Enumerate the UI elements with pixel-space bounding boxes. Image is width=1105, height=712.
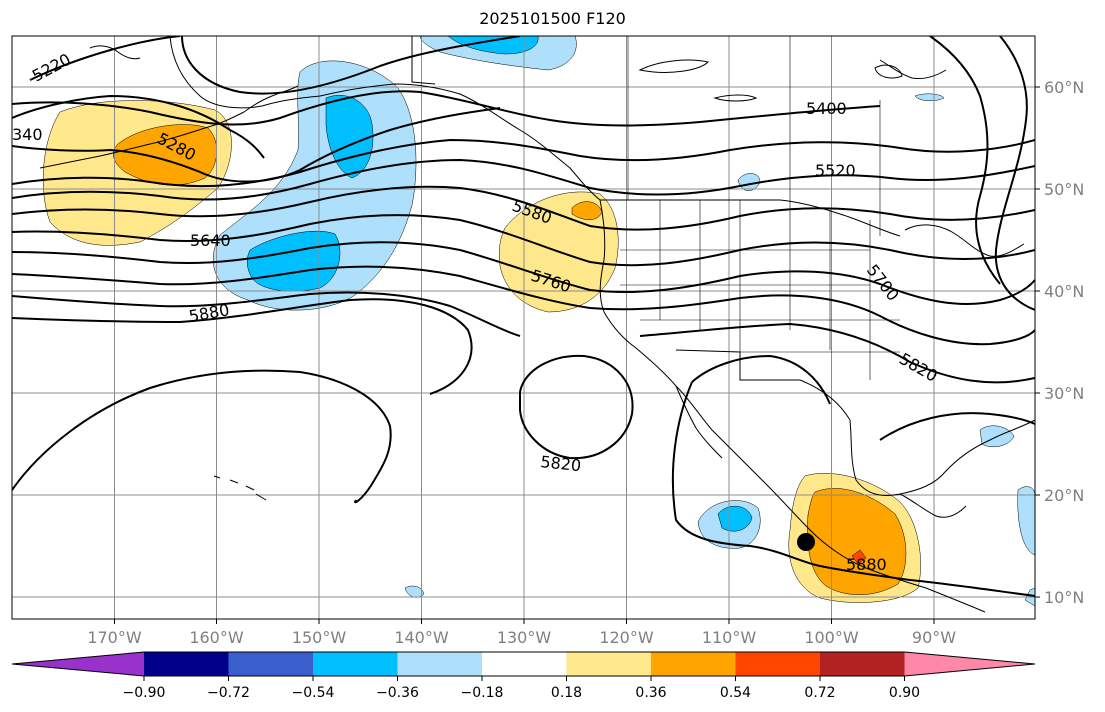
lat-label-60n: 60°N xyxy=(1044,78,1084,97)
colorbar xyxy=(11,651,1036,677)
contour-5820-north xyxy=(12,291,1035,384)
contour-label-5640: 5640 xyxy=(190,231,231,250)
anomaly-negative-caribbean-east xyxy=(1017,486,1035,556)
height-contours xyxy=(12,36,1035,597)
contour-5820-loop xyxy=(519,354,634,460)
colorbar-segment-1 xyxy=(144,652,229,676)
latitude-labels: 10°N 20°N 30°N 40°N 50°N 60°N xyxy=(1044,78,1084,607)
lon-label-120w: 120°W xyxy=(599,628,654,647)
colorbar-tick-1: −0.90 xyxy=(123,685,166,701)
contour-5880-mexico xyxy=(671,354,1035,597)
lon-label-170w: 170°W xyxy=(87,628,142,647)
contour-5760 xyxy=(12,265,1035,346)
mexico-west-coast xyxy=(711,429,986,613)
contour-5400 xyxy=(12,90,881,127)
colorbar-segment-4 xyxy=(397,652,482,676)
colorbar-tick-labels: −0.90 −0.72 −0.54 −0.36 −0.18 0.18 0.36 … xyxy=(123,685,921,701)
colorbar-segment-2 xyxy=(228,652,313,676)
us-mexico-border xyxy=(675,349,851,421)
contour-5280-east xyxy=(994,36,1035,311)
colorbar-tick-7: 0.36 xyxy=(635,685,666,701)
anomaly-negative-top-core xyxy=(447,36,539,55)
colorbar-segment-5 xyxy=(482,652,567,676)
colorbar-tick-6: 0.18 xyxy=(551,685,582,701)
contour-5460 xyxy=(12,138,1035,188)
contour-label-5820-loop: 5820 xyxy=(540,452,582,475)
contour-label-5880-mexico: 5880 xyxy=(846,555,887,574)
colorbar-tick-5: −0.18 xyxy=(461,685,504,701)
contour-label-5400: 5400 xyxy=(806,99,847,118)
alaska-peninsula xyxy=(243,85,299,113)
colorbar-tick-9: 0.72 xyxy=(804,685,835,701)
hawaii-islands xyxy=(213,475,267,501)
contour-5880-east xyxy=(879,412,1035,441)
lat-label-40n: 40°N xyxy=(1044,282,1084,301)
colorbar-segment-7 xyxy=(651,652,736,676)
gulf-coast xyxy=(849,419,1035,496)
lon-label-100w: 100°W xyxy=(804,628,859,647)
colorbar-ticks xyxy=(143,676,905,681)
contour-5400-east xyxy=(929,36,1001,285)
colorbar-tick-3: −0.54 xyxy=(292,685,335,701)
colorbar-max-extension xyxy=(904,652,1035,676)
contour-label-340: 340 xyxy=(12,125,43,144)
alaska-coast xyxy=(169,36,601,201)
bering-coast xyxy=(89,45,141,60)
yucatan xyxy=(899,493,967,518)
lat-label-10n: 10°N xyxy=(1044,588,1084,607)
contour-5640 xyxy=(12,214,1035,267)
axis-ticks xyxy=(114,86,1040,624)
colorbar-min-extension xyxy=(12,652,144,676)
contour-5580 xyxy=(12,185,1035,231)
map-area: 5220 340 5280 5400 5520 5580 5640 5700 5… xyxy=(12,36,1035,619)
canada-us-border xyxy=(411,36,901,237)
map-title: 2025101500 F120 xyxy=(479,9,626,28)
lon-label-140w: 140°W xyxy=(394,628,449,647)
islands xyxy=(213,59,903,501)
contour-5700 xyxy=(12,241,1035,305)
contour-arc-north xyxy=(181,36,521,95)
island-hudson xyxy=(638,59,709,73)
anomaly-negative-small-hudson xyxy=(914,93,945,101)
anomaly-negative-mexico-west-core xyxy=(717,506,753,532)
baja-california xyxy=(675,385,723,459)
lon-label-110w: 110°W xyxy=(702,628,757,647)
lat-label-30n: 30°N xyxy=(1044,384,1084,403)
island-northeast xyxy=(874,64,903,79)
lon-label-90w: 90°W xyxy=(912,628,956,647)
anomaly-positive-aleutian-core xyxy=(113,124,217,186)
colorbar-segment-6 xyxy=(566,652,651,676)
lat-label-20n: 20°N xyxy=(1044,486,1084,505)
longitude-labels: 170°W 160°W 150°W 140°W 130°W 120°W 110°… xyxy=(87,628,956,647)
contour-5520 xyxy=(12,158,1035,201)
contour-5880-north xyxy=(12,298,473,395)
contour-5280 xyxy=(12,94,265,159)
colorbar-tick-8: 0.54 xyxy=(720,685,751,701)
colorbar-segment-3 xyxy=(313,652,398,676)
colorbar-segment-9 xyxy=(820,652,905,676)
anomaly-positive-mexico-south-peak xyxy=(851,549,867,565)
colorbar-tick-4: −0.36 xyxy=(376,685,419,701)
colorbar-segment-8 xyxy=(735,652,820,676)
storm-location-marker xyxy=(797,533,815,551)
anomaly-shading xyxy=(42,36,1035,607)
anomaly-negative-small-pacific xyxy=(404,585,425,598)
lat-label-50n: 50°N xyxy=(1044,180,1084,199)
colorbar-tick-2: −0.72 xyxy=(207,685,250,701)
great-lakes xyxy=(904,224,1025,257)
contour-5880-pacific xyxy=(12,369,392,504)
lon-label-130w: 130°W xyxy=(497,628,552,647)
lon-label-160w: 160°W xyxy=(189,628,244,647)
contour-label-5520: 5520 xyxy=(815,161,856,180)
us-west-coast xyxy=(599,199,713,431)
graticule xyxy=(12,36,1035,619)
contour-5220 xyxy=(29,36,181,81)
lon-label-150w: 150°W xyxy=(292,628,347,647)
island-north xyxy=(713,94,758,102)
colorbar-tick-10: 0.90 xyxy=(889,685,920,701)
